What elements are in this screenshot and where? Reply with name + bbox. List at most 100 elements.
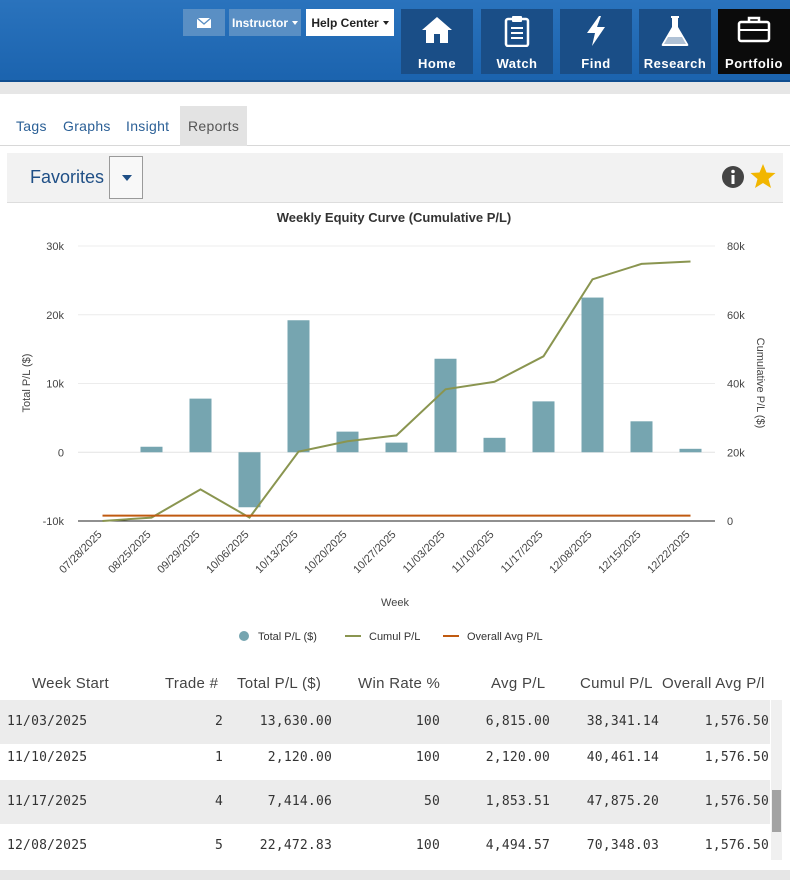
- chevron-down-icon: [292, 20, 298, 25]
- cell-win-rate: 50: [423, 794, 440, 809]
- chevron-down-icon: [382, 20, 389, 25]
- cell-week-start: 12/08/2025: [7, 838, 88, 853]
- x-tick-label: 08/25/2025: [106, 529, 153, 576]
- x-tick-label: 07/28/2025: [57, 529, 104, 576]
- table-row[interactable]: 11/03/2025 2 13,630.00 100 6,815.00 38,3…: [0, 700, 770, 744]
- nav-find[interactable]: Find: [560, 9, 632, 74]
- equity-curve-chart: Weekly Equity Curve (Cumulative P/L) -10…: [21, 210, 766, 643]
- cell-avg-pl: 6,815.00: [485, 714, 550, 729]
- y-left-tick-label: 0: [58, 447, 64, 459]
- bar: [532, 401, 555, 453]
- nav-label: Find: [581, 56, 611, 71]
- cell-overall-avg: 1,576.50: [704, 838, 769, 853]
- cell-total-pl: 13,630.00: [259, 714, 332, 729]
- col-cumul-pl[interactable]: Cumul P/L: [580, 675, 653, 692]
- bar: [238, 452, 261, 508]
- cell-win-rate: 100: [415, 750, 440, 765]
- cell-total-pl: 22,472.83: [259, 838, 332, 853]
- star-icon[interactable]: [750, 163, 776, 189]
- bar-series: [140, 297, 702, 508]
- info-icon[interactable]: [721, 165, 745, 189]
- legend-label: Total P/L ($): [258, 631, 317, 643]
- y-right-tick-label: 0: [727, 516, 733, 528]
- cell-trade-count: 4: [214, 794, 223, 809]
- bar: [434, 358, 457, 453]
- cell-win-rate: 100: [415, 714, 440, 729]
- x-tick-label: 09/29/2025: [155, 529, 202, 576]
- x-tick-label: 12/22/2025: [645, 529, 692, 576]
- col-trade-count[interactable]: Trade #: [165, 675, 219, 692]
- flask-icon: [661, 16, 689, 46]
- table-row[interactable]: 11/10/2025 1 2,120.00 100 2,120.00 40,46…: [0, 736, 770, 780]
- grid: [78, 245, 715, 522]
- page-footer-band: [0, 870, 790, 880]
- mail-button[interactable]: [183, 9, 225, 36]
- x-tick-label: 12/15/2025: [596, 529, 643, 576]
- bar: [189, 398, 212, 453]
- col-win-rate[interactable]: Win Rate %: [358, 675, 441, 692]
- briefcase-icon: [737, 16, 771, 43]
- y-left-tick-label: 10k: [46, 379, 64, 391]
- cell-avg-pl: 1,853.51: [485, 794, 550, 809]
- legend-label: Cumul P/L: [369, 631, 420, 643]
- x-tick-label: 10/13/2025: [253, 529, 300, 576]
- nav-watch[interactable]: Watch: [481, 9, 553, 74]
- table-scrollbar-thumb[interactable]: [772, 790, 781, 832]
- favorites-dropdown[interactable]: [109, 156, 143, 199]
- left-axis: -10k 0 10k 20k 30k: [43, 241, 65, 528]
- nav-portfolio[interactable]: Portfolio: [718, 9, 790, 74]
- cell-total-pl: 7,414.06: [267, 794, 332, 809]
- cell-overall-avg: 1,576.50: [704, 714, 769, 729]
- cumul-pl-line: [102, 260, 691, 522]
- col-total-pl[interactable]: Total P/L ($): [237, 675, 322, 692]
- clipboard-icon: [504, 16, 530, 47]
- cell-total-pl: 2,120.00: [267, 750, 332, 765]
- x-tick-label: 11/03/2025: [401, 529, 448, 576]
- tab-graphs[interactable]: Graphs: [63, 118, 111, 134]
- x-tick-label: 10/06/2025: [204, 529, 251, 576]
- cell-week-start: 11/17/2025: [7, 794, 88, 809]
- cell-overall-avg: 1,576.50: [704, 750, 769, 765]
- y-axis-right-title: Cumulative P/L ($): [754, 338, 766, 429]
- nav-home[interactable]: Home: [401, 9, 473, 74]
- cell-cumul-pl: 70,348.03: [586, 838, 659, 853]
- y-left-tick-label: 20k: [46, 310, 64, 322]
- x-tick-label: 10/20/2025: [302, 529, 349, 576]
- tab-insight[interactable]: Insight: [126, 118, 170, 134]
- nav-label: Home: [417, 56, 457, 71]
- legend-label: Overall Avg P/L: [467, 631, 543, 643]
- x-tick-label: 12/08/2025: [547, 529, 594, 576]
- cell-cumul-pl: 47,875.20: [586, 794, 659, 809]
- lightning-icon: [587, 16, 605, 46]
- tab-tags[interactable]: Tags: [16, 118, 47, 134]
- bar: [679, 448, 702, 453]
- bar: [140, 446, 163, 453]
- bar: [385, 442, 408, 453]
- line-series: [102, 260, 691, 522]
- tab-reports[interactable]: Reports: [180, 106, 248, 146]
- instructor-dropdown[interactable]: Instructor: [229, 9, 301, 36]
- home-icon: [422, 17, 452, 43]
- y-right-tick-label: 60k: [727, 310, 745, 322]
- table-scrollbar[interactable]: [771, 700, 782, 860]
- cell-trade-count: 1: [214, 750, 223, 765]
- instructor-label: Instructor: [231, 15, 288, 30]
- table-row[interactable]: 12/08/2025 5 22,472.83 100 4,494.57 70,3…: [0, 824, 770, 865]
- x-tick-label: 10/27/2025: [351, 529, 398, 576]
- nav-research[interactable]: Research: [639, 9, 711, 74]
- y-right-tick-label: 80k: [727, 241, 745, 253]
- cell-avg-pl: 4,494.57: [485, 838, 550, 853]
- x-axis-title: Week: [381, 597, 409, 609]
- table-row[interactable]: 11/17/2025 4 7,414.06 50 1,853.51 47,875…: [0, 780, 770, 824]
- cell-trade-count: 2: [214, 714, 223, 729]
- col-overall-avg-pl[interactable]: Overall Avg P/l: [662, 675, 765, 692]
- help-center-dropdown[interactable]: Help Center: [306, 9, 394, 36]
- help-center-label: Help Center: [311, 15, 379, 30]
- cell-trade-count: 5: [214, 838, 223, 853]
- cell-week-start: 11/10/2025: [7, 750, 88, 765]
- col-week-start[interactable]: Week Start: [32, 675, 109, 692]
- y-right-tick-label: 20k: [727, 447, 745, 459]
- x-tick-label: 11/17/2025: [499, 529, 546, 576]
- col-avg-pl[interactable]: Avg P/L: [491, 675, 546, 692]
- favorites-title: Favorites: [30, 167, 105, 187]
